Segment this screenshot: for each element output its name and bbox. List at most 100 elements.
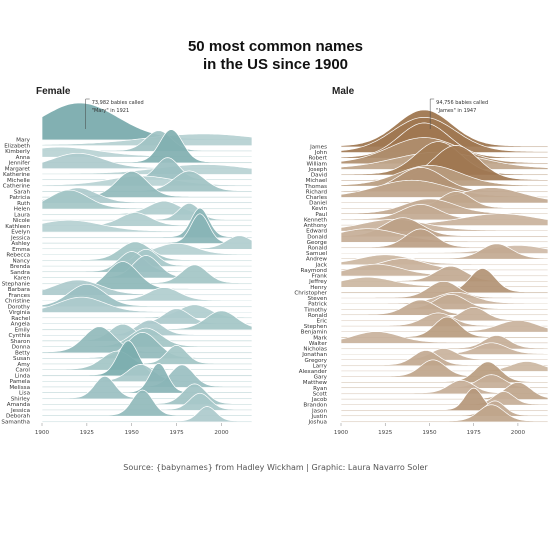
name-label: Betty [15,350,31,356]
name-label: Sharon [10,339,30,345]
ridge-laura [41,200,253,216]
ridge-kevin [340,191,549,210]
name-label: Evelyn [11,230,30,236]
name-label: Amanda [7,402,30,408]
name-label: Margaret [5,166,31,172]
name-label: Jessica [10,408,30,414]
name-label: Jason [311,408,327,414]
name-label: Edward [306,229,327,235]
name-label: Anthony [304,223,328,229]
name-label: Ronald [308,313,328,319]
x-tick-label: 1925 [80,430,95,436]
name-label: Jacob [311,397,328,403]
name-label: Walter [309,341,328,347]
ridge-gary [340,359,549,378]
ridge-susan [41,332,253,360]
name-label: Jack [315,262,328,268]
ridge-joshua [340,404,549,423]
x-tick-label: 1950 [422,430,437,436]
name-label: Steven [308,296,328,302]
name-label: Mary [16,138,31,144]
name-label: William [306,161,327,167]
name-label: Larry [313,363,328,369]
ridge-michael [340,145,549,182]
name-label: Ashley [11,241,30,247]
name-label: Richard [306,189,328,195]
name-label: Rebecca [6,253,30,259]
name-label: Michael [306,178,328,184]
name-label: Emma [12,247,30,253]
name-label: Donna [12,345,30,351]
x-tick-label: 1900 [334,430,349,436]
ridge-gregory [340,348,549,361]
ridge-katherine [41,164,253,175]
name-label: Ronald [308,246,328,252]
annotation-text-line1: 94,756 babies called [436,100,488,106]
name-label: Kenneth [304,218,328,224]
name-label: Kathleen [5,224,30,230]
annotation-text-line2: "Mary" in 1921 [92,108,129,114]
name-label: Alexander [299,369,328,375]
name-label: Elizabeth [4,143,30,149]
x-tick-label: 1925 [378,430,393,436]
ridge-paul [340,198,549,215]
ridge-timothy [340,293,549,311]
name-label: Justin [311,414,328,420]
name-label: Angela [11,322,30,328]
ridge-samantha [41,406,253,423]
name-label: David [311,173,328,179]
name-label: Catherine [3,184,31,190]
name-label: Rachel [11,316,30,322]
name-label: Nancy [12,258,30,264]
chart-title-line2: in the US since 1900 [202,56,349,73]
name-label: Nicole [13,218,31,224]
name-label: Stephanie [2,281,31,287]
name-label: Amy [17,362,30,368]
ridge-walter [340,331,549,344]
name-label: Henry [310,285,327,291]
ridge-ashley [41,213,253,244]
name-label: Melissa [9,385,30,391]
name-label: Barbara [8,287,30,293]
name-label: Charles [306,195,327,201]
name-label: Helen [14,207,31,213]
ridge-michelle [41,157,253,181]
male-panel: JamesJohnRobertWilliamJosephDavidMichael… [294,98,549,436]
name-label: Deborah [6,414,30,420]
name-label: Matthew [303,380,328,386]
name-label: Brandon [303,403,327,409]
name-label: Lisa [19,391,30,397]
ridge-ronald [340,299,549,316]
ridge-evelyn [41,219,253,233]
name-label: Katherine [3,172,31,178]
x-tick-label: 1950 [125,430,140,436]
name-label: Christine [5,299,31,305]
ridge-karen [41,255,253,279]
name-label: Ryan [313,386,327,392]
name-label: Patricia [9,195,30,201]
name-label: Jennifer [8,161,31,167]
name-label: James [309,145,327,151]
name-label: Eric [317,319,327,325]
name-label: Andrew [306,257,328,263]
name-label: Joshua [307,420,327,426]
name-label: Timothy [303,307,327,313]
ridge-amy [41,345,253,365]
name-label: Shirley [11,397,31,403]
name-label: Frances [8,293,30,299]
name-label: Daniel [309,201,327,207]
name-label: Anna [16,155,30,161]
name-label: Joseph [307,167,327,173]
name-label: Gregory [304,358,327,364]
chart-title: 50 most common names in the US since 190… [0,38,551,74]
name-label: Kevin [312,206,328,212]
name-label: Brenda [10,264,30,270]
name-label: Gary [314,375,328,381]
female-panel: MaryElizabethKimberlyAnnaJenniferMargare… [1,98,253,436]
x-tick-label: 1975 [467,430,482,436]
name-label: Donald [307,234,327,240]
name-label: George [307,240,328,246]
name-label: Thomas [304,184,327,190]
name-label: Laura [14,212,30,218]
